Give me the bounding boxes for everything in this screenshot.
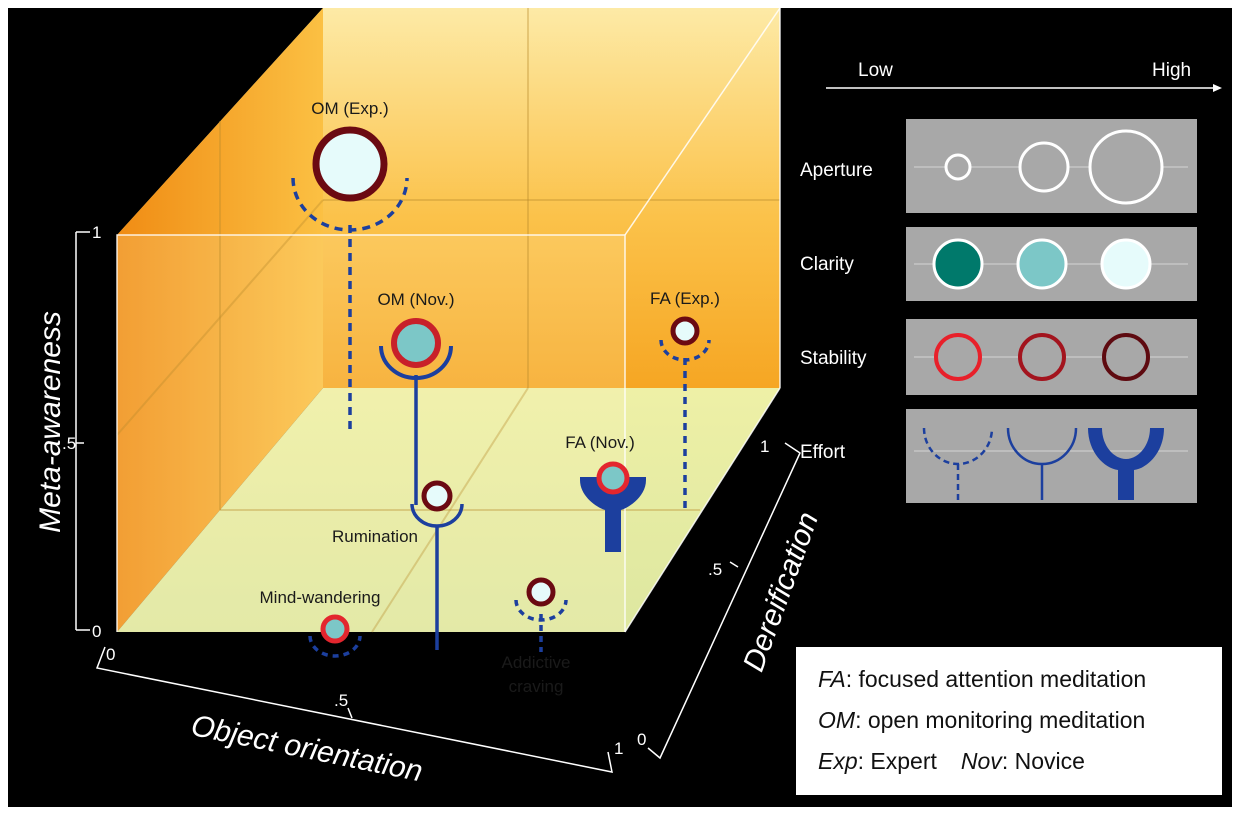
- legend-scale-high: High: [1152, 60, 1191, 81]
- arrow-head-icon: [1213, 84, 1222, 92]
- rumination-marker: [421, 480, 453, 512]
- cube-floor: [117, 388, 780, 632]
- y-tick-1: 1: [92, 223, 101, 242]
- definition-fa: FA: focused attention meditation: [818, 666, 1147, 692]
- rumination-label: Rumination: [332, 527, 418, 546]
- stability-low: [934, 333, 982, 381]
- y-tick-05: .5: [62, 434, 76, 453]
- clarity-low: [932, 238, 984, 290]
- legend-row-stability: Stability: [800, 348, 867, 369]
- legend: Low High Aperture Clarity Stability Effo…: [800, 60, 1222, 503]
- definition-om: OM: open monitoring meditation: [818, 707, 1146, 733]
- y-axis-title: Meta-awareness: [34, 311, 67, 533]
- stability-mid: [1018, 333, 1066, 381]
- point-mind-wandering: Mind-wandering: [260, 588, 381, 658]
- x-tick-1: 1: [614, 739, 623, 758]
- cube-back-wall: [323, 8, 780, 388]
- z-tick-1: 1: [760, 437, 769, 456]
- addictive-craving-label-line2: craving: [509, 677, 564, 696]
- aperture-high: [1088, 129, 1164, 205]
- point-fa-exp: FA (Exp.): [650, 289, 720, 508]
- addictive-craving-marker: [526, 577, 556, 607]
- legend-row-aperture: Aperture: [800, 160, 873, 181]
- x-axis: [95, 646, 613, 773]
- y-tick-0: 0: [92, 622, 101, 641]
- legend-row-effort: Effort: [800, 442, 846, 463]
- y-axis: [75, 231, 90, 631]
- om-nov-label: OM (Nov.): [377, 290, 454, 309]
- clarity-high: [1100, 238, 1152, 290]
- point-fa-nov: FA (Nov.): [565, 433, 646, 552]
- legend-row-clarity: Clarity: [800, 254, 854, 275]
- point-om-exp: OM (Exp.): [291, 99, 409, 430]
- effort-mid: [1006, 427, 1078, 500]
- fa-exp-label: FA (Exp.): [650, 289, 720, 308]
- legend-scale-low: Low: [858, 60, 893, 81]
- fa-nov-label: FA (Nov.): [565, 433, 635, 452]
- om-nov-marker: [391, 318, 441, 368]
- point-om-nov: OM (Nov.): [377, 290, 455, 505]
- aperture-mid: [1018, 141, 1070, 193]
- z-tick-05: .5: [708, 560, 722, 579]
- addictive-craving-label-line1: Addictive: [502, 653, 571, 672]
- clarity-mid: [1016, 238, 1068, 290]
- point-rumination: Rumination: [332, 480, 464, 650]
- effort-high: [1088, 428, 1164, 500]
- mind-wandering-marker: [320, 614, 350, 644]
- z-tick-0: 0: [637, 730, 646, 749]
- om-exp-label: OM (Exp.): [311, 99, 388, 118]
- cube-front-face: [117, 235, 625, 632]
- definitions-box: FA: focused attention meditation OM: ope…: [795, 646, 1223, 796]
- om-exp-marker: [312, 126, 388, 202]
- fa-nov-marker: [596, 461, 630, 495]
- x-tick-0: 0: [106, 645, 115, 664]
- x-tick-05: .5: [334, 691, 348, 710]
- fa-exp-marker: [670, 316, 700, 346]
- cube-left-wall: [117, 8, 323, 632]
- cube: [116, 7, 781, 633]
- definition-exp-nov: Exp: Expert Nov: Novice: [818, 748, 1085, 774]
- aperture-low: [944, 153, 972, 181]
- stability-high: [1102, 333, 1150, 381]
- z-axis: [647, 442, 801, 760]
- effort-low: [922, 427, 994, 500]
- mind-wandering-label: Mind-wandering: [260, 588, 381, 607]
- point-addictive-craving: Addictive craving: [502, 577, 571, 696]
